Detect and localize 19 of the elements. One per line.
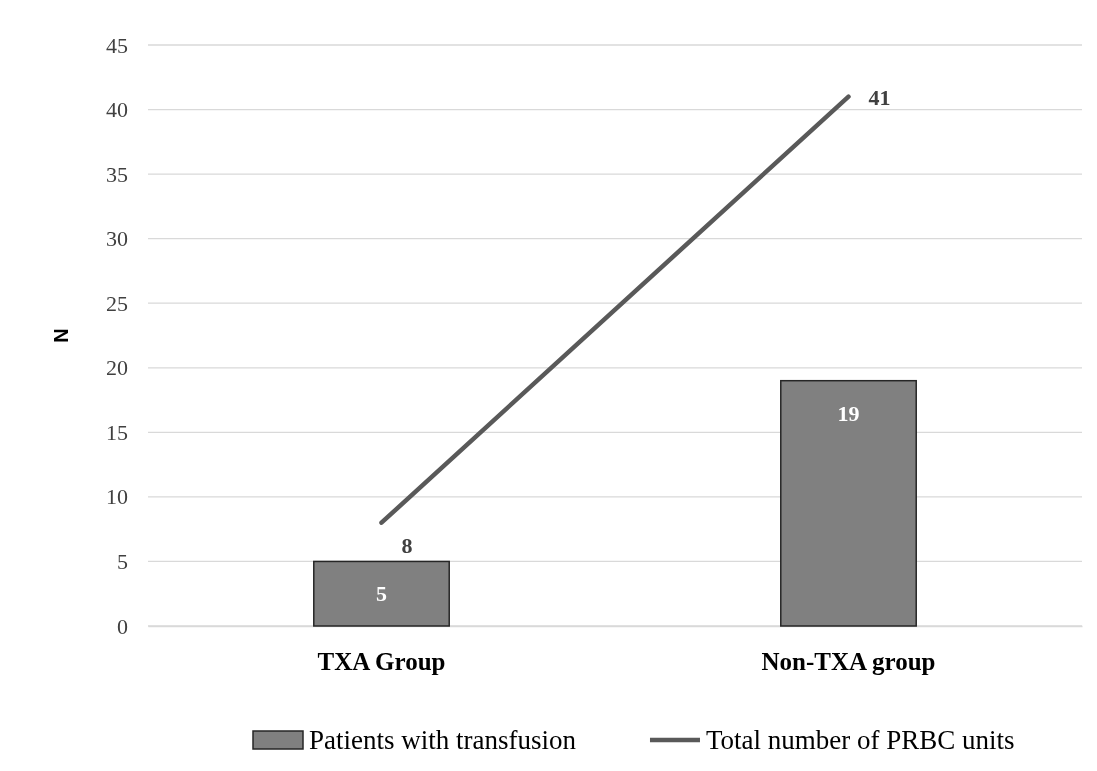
- y-tick-label: 25: [106, 290, 128, 316]
- y-tick-label: 0: [117, 613, 128, 639]
- y-tick-label: 15: [106, 419, 128, 445]
- y-tick-label: 5: [117, 548, 128, 574]
- data-label: 19: [837, 400, 860, 426]
- legend-label: Patients with transfusion: [309, 725, 577, 755]
- x-tick-label: Non-TXA group: [761, 647, 936, 675]
- y-tick-label: 30: [106, 226, 128, 252]
- data-label: 41: [868, 84, 891, 110]
- data-label: 5: [376, 581, 387, 607]
- x-tick-label: TXA Group: [317, 647, 446, 675]
- y-tick-label: 45: [106, 32, 128, 58]
- y-tick-label: 20: [106, 355, 128, 381]
- y-tick-label: 35: [106, 161, 128, 187]
- y-tick-label: 40: [106, 97, 128, 123]
- legend-label: Total number of PRBC units: [705, 725, 1015, 755]
- data-label: 8: [401, 532, 413, 558]
- y-tick-label: 10: [106, 484, 128, 510]
- y-axis-title: N: [50, 328, 72, 343]
